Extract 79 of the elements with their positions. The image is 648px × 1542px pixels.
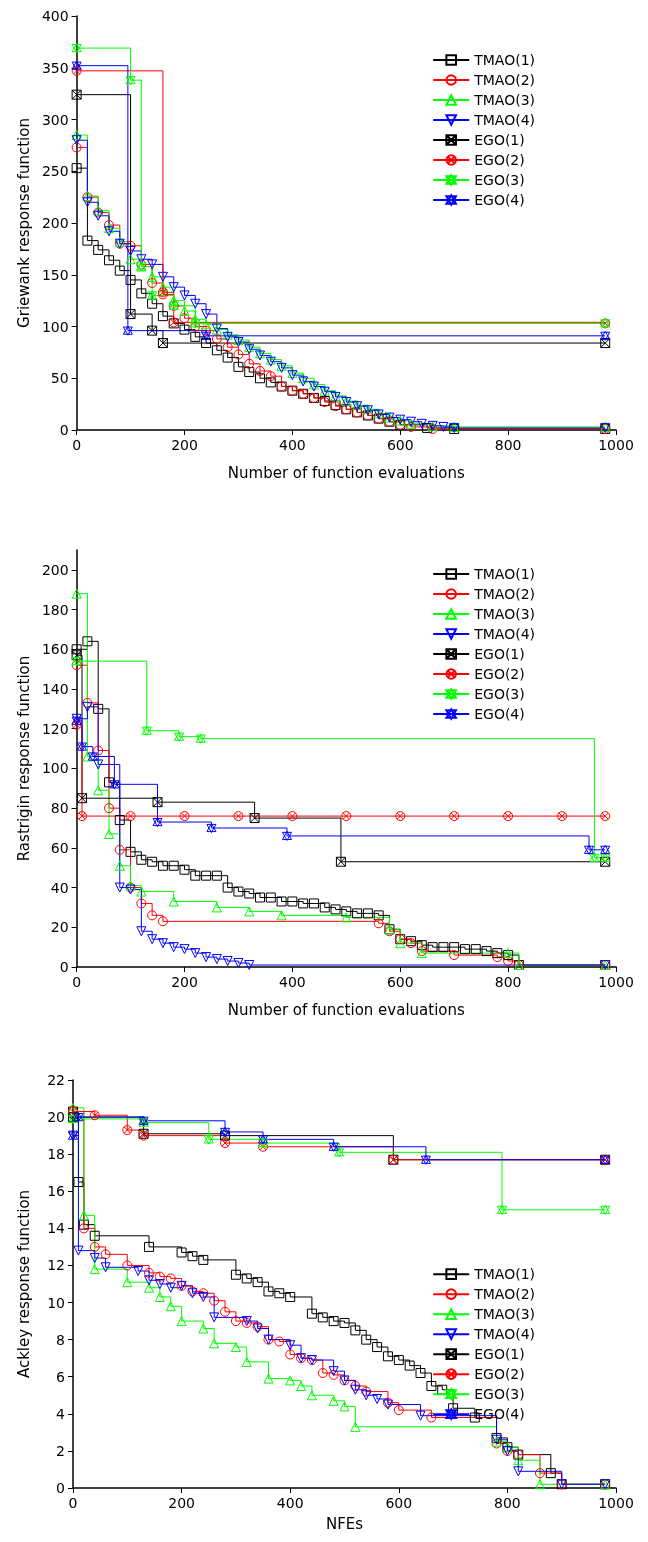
y-tick-label: 120 bbox=[41, 720, 69, 737]
y-tick-label: 4 bbox=[56, 1405, 66, 1422]
y-tick-label: 20 bbox=[47, 1109, 65, 1126]
legend-label: TMAO(4) bbox=[473, 112, 535, 128]
legend-label: TMAO(3) bbox=[473, 606, 535, 622]
legend-label: EGO(2) bbox=[474, 152, 525, 168]
x-axis-title: Number of function evaluations bbox=[227, 463, 465, 482]
x-tick-label: 200 bbox=[171, 437, 198, 453]
x-tick-label: 400 bbox=[276, 1495, 304, 1511]
y-tick-label: 8 bbox=[56, 1331, 65, 1348]
y-tick-label: 300 bbox=[41, 111, 69, 128]
y-tick-label: 200 bbox=[41, 561, 69, 578]
y-tick-label: 100 bbox=[41, 318, 69, 335]
legend-label: TMAO(1) bbox=[473, 52, 535, 68]
x-tick-label: 600 bbox=[386, 974, 414, 990]
x-tick-label: 1000 bbox=[598, 1495, 634, 1511]
x-tick-label: 800 bbox=[494, 437, 522, 453]
y-tick-label: 180 bbox=[41, 601, 69, 618]
y-tick-label: 0 bbox=[59, 422, 69, 438]
legend-label: EGO(3) bbox=[474, 172, 525, 188]
x-tick-label: 1000 bbox=[598, 437, 634, 453]
y-tick-label: 0 bbox=[56, 1480, 65, 1496]
legend-label: EGO(2) bbox=[474, 666, 525, 682]
x-tick-label: 0 bbox=[72, 974, 82, 990]
legend-label: EGO(1) bbox=[474, 132, 525, 148]
x-tick-label: 600 bbox=[386, 437, 414, 453]
legend-label: TMAO(4) bbox=[473, 1326, 535, 1343]
y-tick-label: 2 bbox=[56, 1442, 65, 1459]
y-tick-label: 140 bbox=[41, 681, 69, 697]
legend-label: TMAO(2) bbox=[473, 586, 535, 602]
legend-label: TMAO(4) bbox=[473, 626, 535, 642]
y-tick-label: 0 bbox=[59, 959, 69, 975]
x-axis-title: Number of function evaluations bbox=[227, 1000, 465, 1019]
x-tick-label: 200 bbox=[168, 1495, 195, 1511]
legend-label: EGO(2) bbox=[474, 1366, 525, 1383]
y-tick-label: 150 bbox=[41, 266, 69, 283]
legend-label: TMAO(2) bbox=[473, 1286, 535, 1303]
y-axis-title: Griewank response function bbox=[14, 118, 33, 328]
y-tick-label: 400 bbox=[41, 8, 69, 24]
y-tick-label: 250 bbox=[41, 163, 69, 180]
y-tick-label: 16 bbox=[47, 1183, 66, 1200]
y-tick-label: 6 bbox=[56, 1368, 66, 1385]
y-tick-label: 14 bbox=[47, 1220, 66, 1237]
y-tick-label: 40 bbox=[50, 879, 69, 896]
x-tick-label: 800 bbox=[494, 1495, 521, 1511]
x-tick-label: 600 bbox=[385, 1495, 413, 1511]
x-tick-label: 0 bbox=[72, 437, 82, 453]
legend-label: EGO(3) bbox=[474, 1386, 525, 1403]
legend-label: EGO(4) bbox=[474, 706, 525, 722]
legend-label: TMAO(2) bbox=[473, 72, 535, 88]
y-tick-label: 10 bbox=[47, 1294, 65, 1311]
x-axis-title: NFEs bbox=[325, 1514, 364, 1533]
y-axis-title: Ackley response function bbox=[14, 1189, 33, 1379]
x-tick-label: 200 bbox=[171, 974, 198, 990]
legend-label: TMAO(3) bbox=[473, 1306, 535, 1323]
legend-label: EGO(3) bbox=[474, 686, 525, 702]
y-tick-label: 80 bbox=[50, 800, 69, 817]
y-tick-label: 50 bbox=[50, 370, 69, 387]
legend-label: EGO(1) bbox=[474, 646, 525, 662]
legend-label: EGO(4) bbox=[474, 192, 525, 208]
y-tick-label: 18 bbox=[47, 1146, 65, 1163]
legend-label: TMAO(1) bbox=[473, 1266, 535, 1283]
y-tick-label: 12 bbox=[47, 1257, 65, 1274]
y-tick-label: 100 bbox=[41, 760, 69, 777]
y-tick-label: 22 bbox=[47, 1072, 65, 1088]
y-tick-label: 200 bbox=[41, 215, 69, 231]
x-tick-label: 400 bbox=[279, 974, 306, 990]
x-tick-label: 800 bbox=[494, 974, 522, 990]
legend-label: EGO(1) bbox=[474, 1346, 525, 1363]
x-tick-label: 1000 bbox=[598, 974, 634, 990]
y-tick-label: 20 bbox=[50, 919, 69, 936]
legend-label: TMAO(1) bbox=[473, 566, 535, 582]
legend-label: TMAO(3) bbox=[473, 92, 535, 108]
y-tick-label: 160 bbox=[41, 641, 69, 658]
y-tick-label: 350 bbox=[41, 59, 69, 76]
y-tick-label: 60 bbox=[50, 839, 69, 856]
y-axis-title: Rastrigin response function bbox=[14, 655, 33, 862]
x-tick-label: 400 bbox=[279, 437, 306, 453]
legend-label: EGO(4) bbox=[474, 1406, 525, 1423]
